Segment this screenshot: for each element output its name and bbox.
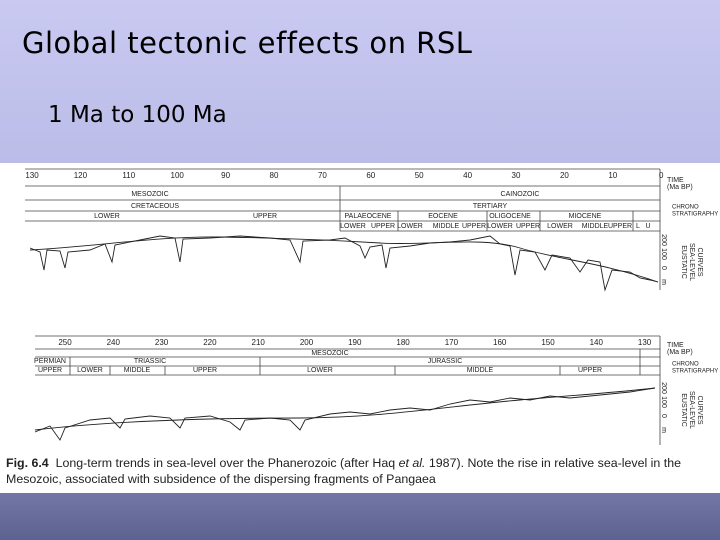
stratigraphy-label: OLIGOCENE (489, 213, 531, 220)
time-tick-label: 20 (560, 171, 569, 180)
stratigraphy-label: U (645, 223, 650, 230)
depth-scale-label: m (660, 427, 667, 433)
time-tick-label: 60 (366, 171, 375, 180)
stratigraphy-label: CAINOZOIC (501, 191, 540, 198)
stratigraphy-label: LOWER (547, 223, 573, 230)
stratigraphy-label: PALAEOCENE (345, 213, 392, 220)
chrono-label: STRATIGRAPHY (672, 212, 718, 218)
time-axis-label: TIME (667, 342, 684, 349)
top-panel-rules (25, 168, 661, 290)
stratigraphy-label: LOWER (487, 223, 513, 230)
stratigraphy-label: TERTIARY (473, 203, 508, 210)
time-tick-label: 10 (608, 171, 617, 180)
stratigraphy-label: UPPER (462, 223, 486, 230)
time-tick-label: 30 (512, 171, 521, 180)
stratigraphy-label: JURASSIC (428, 358, 463, 365)
stratigraphy-label: LOWER (397, 223, 423, 230)
depth-scale-label: 100 (660, 248, 667, 260)
stratigraphy-label: EOCENE (428, 213, 458, 220)
time-tick-label: 250 (58, 338, 72, 347)
stratigraphy-label: UPPER (516, 223, 540, 230)
stratigraphy-label: UPPER (608, 223, 632, 230)
time-tick-label: 220 (203, 338, 217, 347)
stratigraphy-label: PERMIAN (34, 358, 66, 365)
time-tick-label: 140 (590, 338, 604, 347)
top-long-term-curve (29, 236, 659, 283)
slide-subtitle: 1 Ma to 100 Ma (48, 102, 227, 128)
time-tick-label: 0 (659, 171, 664, 180)
stratigraphy-label: LOWER (340, 223, 366, 230)
time-tick-label: 150 (541, 338, 555, 347)
caption-italic: et al. (398, 456, 426, 470)
time-tick-label: 110 (122, 171, 135, 180)
caption-text: 1987). Note the rise in relative sea-lev… (6, 456, 681, 486)
chrono-label: CHRONO (672, 205, 699, 211)
stratigraphy-label: MIOCENE (569, 213, 602, 220)
time-tick-label: 100 (171, 171, 185, 180)
top-sea-level-curve (29, 235, 659, 292)
figure: 130 120 110 100 90 80 70 60 50 40 30 20 10 0 TIME (Ma B… (0, 163, 720, 493)
curve-label: EUSTATIC (680, 245, 687, 279)
time-tick-label: 50 (415, 171, 424, 180)
stratigraphy-label: MIDDLE (124, 367, 151, 374)
stratigraphy-label: MIDDLE (467, 367, 494, 374)
time-tick-label: 210 (252, 338, 266, 347)
stratigraphy-label: LOWER (94, 213, 120, 220)
chrono-label: CHRONO (672, 362, 699, 368)
time-tick-label: 70 (318, 171, 327, 180)
time-tick-label: 130 (25, 171, 39, 180)
stratigraphy-label: MESOZOIC (131, 191, 168, 198)
stratigraphy-label: UPPER (371, 223, 395, 230)
stratigraphy-label: LOWER (307, 367, 333, 374)
curve-label: SEA-LEVEL (688, 243, 695, 281)
time-tick-label: 190 (348, 338, 362, 347)
stratigraphy-label: MESOZOIC (311, 350, 348, 357)
time-tick-label: 120 (74, 171, 88, 180)
stratigraphy-label: LOWER (77, 367, 103, 374)
time-tick-label: 200 (300, 338, 314, 347)
time-tick-label: 180 (396, 338, 410, 347)
time-tick-label: 130 (638, 338, 652, 347)
depth-scale-label: 100 (660, 396, 667, 408)
stratigraphy-label: CRETACEOUS (131, 203, 179, 210)
stratigraphy-label: L (636, 223, 640, 230)
stratigraphy-label: MIDDLE (433, 223, 460, 230)
slide-title: Global tectonic effects on RSL (22, 26, 473, 60)
time-tick-label: 90 (221, 171, 230, 180)
time-tick-label: 170 (445, 338, 459, 347)
time-tick-label: 240 (107, 338, 121, 347)
curve-label: CURVES (696, 395, 703, 424)
time-tick-label: 160 (493, 338, 507, 347)
depth-scale-label: 200 (660, 234, 667, 246)
curve-label: CURVES (696, 247, 703, 276)
stratigraphy-label: UPPER (253, 213, 277, 220)
stratigraphy-label: TRIASSIC (134, 358, 166, 365)
depth-scale-label: 200 (660, 382, 667, 394)
depth-scale-label: m (660, 279, 667, 285)
depth-scale-label: 0 (660, 414, 667, 418)
time-tick-label: 80 (270, 171, 279, 180)
time-axis-label: (Ma BP) (667, 184, 693, 191)
bottom-long-term-curve (34, 387, 656, 431)
time-tick-label: 230 (155, 338, 169, 347)
stratigraphy-label: UPPER (193, 367, 217, 374)
curve-label: SEA-LEVEL (688, 391, 695, 429)
depth-scale-label: 0 (660, 266, 667, 270)
bottom-panel-rules (35, 335, 661, 445)
caption-label: Fig. 6.4 (6, 456, 49, 470)
figure-caption: Fig. 6.4 Long-term trends in sea-level o… (6, 455, 720, 487)
time-axis-label: TIME (667, 177, 684, 184)
caption-text: Long-term trends in sea-level over the P… (55, 456, 399, 470)
stratigraphy-label: UPPER (38, 367, 62, 374)
chrono-label: STRATIGRAPHY (672, 369, 718, 375)
time-axis-label: (Ma BP) (667, 349, 693, 356)
stratigraphy-label: UPPER (578, 367, 602, 374)
curve-label: EUSTATIC (680, 393, 687, 427)
bottom-sea-level-curve (34, 387, 656, 441)
time-tick-label: 40 (463, 171, 472, 180)
stratigraphy-label: MIDDLE (582, 223, 609, 230)
